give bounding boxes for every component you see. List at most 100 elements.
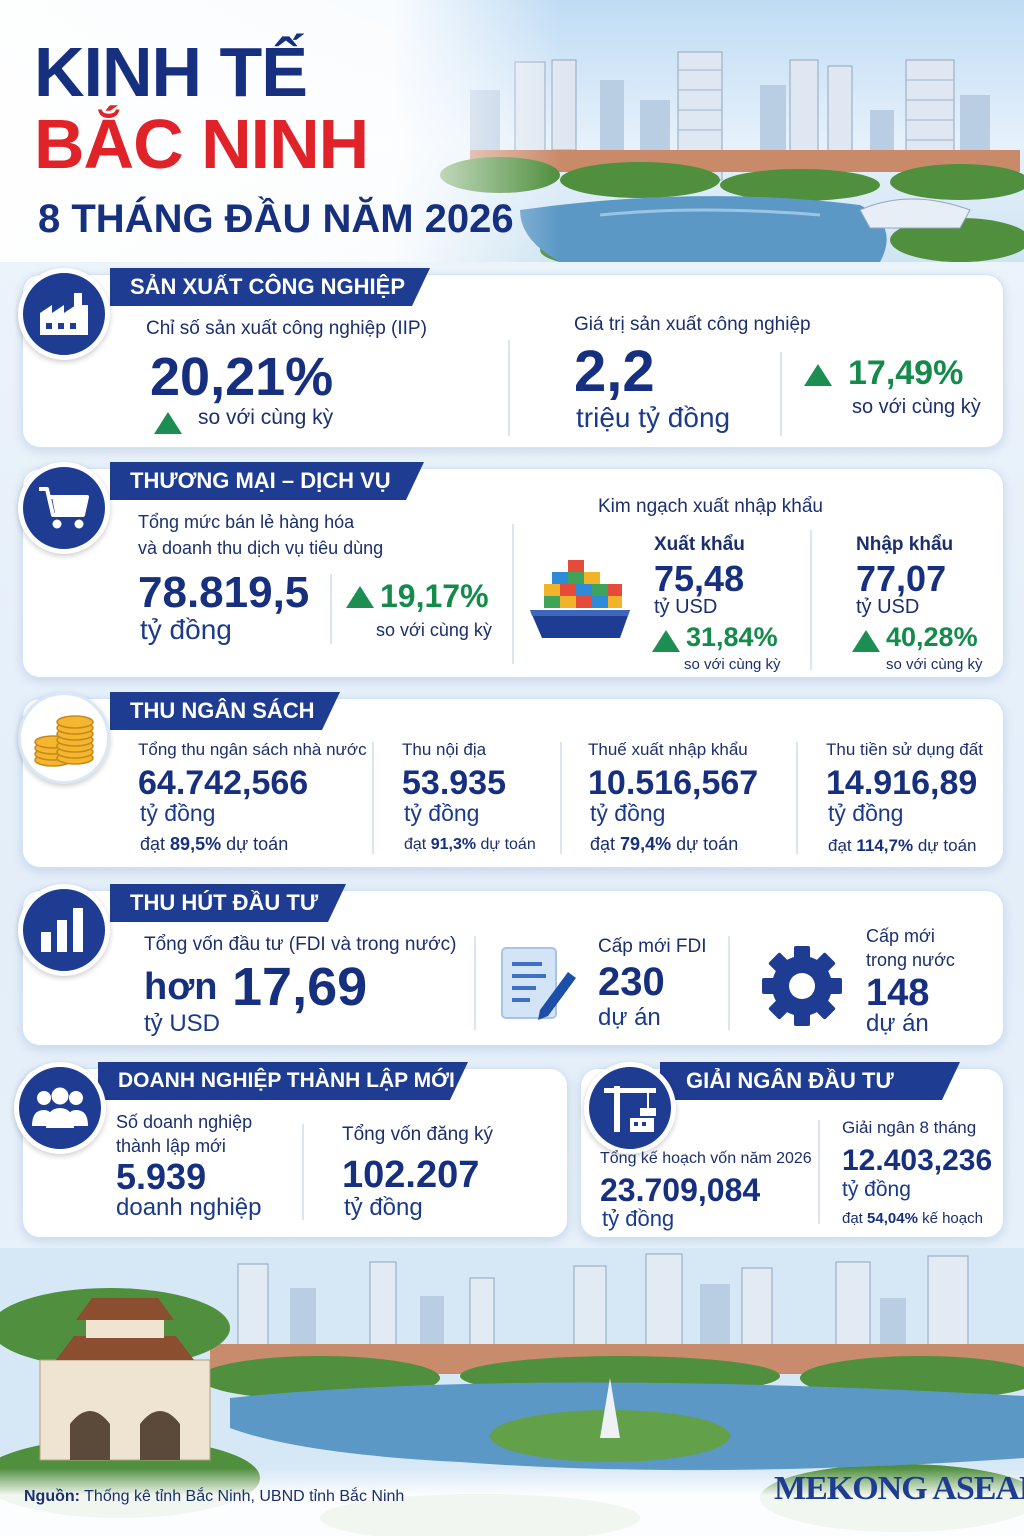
rate-prefix: đạt [828,836,852,855]
import-growth: 40,28% [886,622,978,652]
industry-growth: 17,49% [848,354,964,392]
budget-total-label: Tổng thu ngân sách nhà nước [138,740,367,759]
investment-total-value: 17,69 [232,957,368,1017]
disbursement-label: Giải ngân 8 tháng [842,1118,977,1137]
budget-icon-badge [18,692,110,784]
title-fade-overlay [0,0,560,262]
shopping-cart-icon [39,487,89,529]
rate-percent: 79,4% [620,834,672,854]
industry-value-label: Giá trị sản xuất công nghiệp [574,314,811,335]
budget-domestic-unit: tỷ đồng [404,800,480,826]
cargo-ship-icon [530,560,630,638]
disbursement-unit: tỷ đồng [842,1178,911,1201]
iip-up-arrow-icon [154,412,182,439]
investment-total-unit: tỷ USD [144,1010,221,1037]
retail-compare: so với cùng kỳ [376,620,492,640]
fdi-label: Cấp mới FDI [598,936,707,957]
retail-label-line-1: Tổng mức bán lẻ hàng hóa [138,512,355,532]
domestic-value: 148 [866,972,930,1014]
crane-icon [604,1086,656,1132]
budget-customs-unit: tỷ đồng [590,800,666,826]
retail-up-arrow-icon [346,586,374,613]
rate-suffix: kế hoạch [922,1210,983,1227]
export-value: 75,48 [654,558,745,599]
people-icon [32,1087,88,1128]
rate-prefix: đạt [140,834,166,854]
brand-logo: MEKONG ASEAN [774,1470,1024,1507]
divider [372,742,374,854]
import-value: 77,07 [856,558,947,599]
budget-customs-value: 10.516,567 [588,764,759,802]
budget-land-rate: đạt 114,7% dự toán [828,836,977,856]
bar-chart-icon [41,908,83,952]
domestic-label-line-1: Cấp mới [866,926,935,946]
public-investment-tab: GIẢI NGÂN ĐẦU TƯ CÔNG [660,1062,960,1100]
coins-icon [34,715,94,767]
plan-value: 23.709,084 [600,1172,761,1208]
export-label: Xuất khẩu [654,534,745,555]
enterprise-capital-unit: tỷ đồng [344,1194,423,1221]
industry-value: 2,2 [574,339,655,404]
iip-compare: so với cùng kỳ [198,406,334,429]
rate-suffix: dự toán [676,834,739,854]
enterprise-count-value: 5.939 [116,1156,207,1197]
import-compare: so với cùng kỳ [886,656,983,673]
budget-customs-label: Thuế xuất nhập khẩu [588,740,748,759]
footer-bar [0,1468,1024,1536]
budget-domestic-value: 53.935 [402,764,506,802]
fdi-unit: dự án [598,1004,661,1031]
enterprise-capital-value: 102.207 [342,1154,480,1196]
budget-customs-rate: đạt 79,4% dự toán [590,834,738,855]
industry-icon-badge [18,268,110,360]
industry-growth-compare: so với cùng kỳ [852,396,981,418]
retail-value: 78.819,5 [138,568,310,617]
fdi-value: 230 [598,960,665,1004]
enterprise-count-label-line-1: Số doanh nghiệp [116,1112,253,1132]
budget-domestic-rate: đạt 91,3% dự toán [404,836,536,854]
investment-icon-badge [18,884,110,976]
industry-value-unit: triệu tỷ đồng [576,402,731,433]
plan-label: Tổng kế hoạch vốn năm 2026 [600,1150,812,1167]
page-subtitle: 8 THÁNG ĐẦU NĂM 2026 [38,197,514,241]
source-note: Nguồn: Thống kê tỉnh Bắc Ninh, UBND tỉnh… [24,1488,404,1506]
rate-percent: 91,3% [430,836,477,853]
rate-suffix: dự toán [480,836,536,853]
export-unit: tỷ USD [654,596,718,618]
page-title-line-1: KINH TẾ [34,33,308,111]
divider [330,574,332,644]
rate-percent: 114,7% [856,836,914,855]
investment-tab: THU HÚT ĐẦU TƯ [110,884,346,922]
iip-value: 20,21% [150,347,334,407]
enterprise-count-unit: doanh nghiệp [116,1194,262,1221]
enterprise-count-label-line-2: thành lập mới [116,1136,226,1156]
gear-icon [762,946,842,1026]
divider [810,530,812,670]
import-label: Nhập khẩu [856,534,954,555]
divider [560,742,562,854]
disbursement-value: 12.403,236 [842,1144,993,1177]
source-text: Thống kê tỉnh Bắc Ninh, UBND tỉnh Bắc Ni… [84,1488,405,1505]
divider [302,1124,304,1220]
rate-prefix: đạt [590,834,616,854]
divider [512,524,514,664]
factory-icon [40,293,88,335]
domestic-unit: dự án [866,1010,929,1037]
enterprise-capital-label: Tổng vốn đăng ký [342,1124,494,1145]
investment-total-prefix: hơn [144,966,218,1008]
budget-total-value: 64.742,566 [138,764,309,802]
rate-suffix: dự toán [917,836,977,855]
enterprise-icon-badge [14,1062,106,1154]
divider [508,340,510,436]
rate-suffix: dự toán [226,834,289,854]
divider [796,742,798,854]
industry-up-arrow-icon [804,364,832,391]
retail-label-line-2: và doanh thu dịch vụ tiêu dùng [138,538,384,558]
page-title-line-2: BẮC NINH [34,105,369,183]
export-up-arrow-icon [652,630,680,657]
header-banner: KINH TẾ BẮC NINH 8 THÁNG ĐẦU NĂM 2026 [0,0,1024,262]
document-pen-icon [501,947,576,1020]
rate-prefix: đạt [404,836,427,853]
budget-tab: THU NGÂN SÁCH [110,692,340,730]
export-growth: 31,84% [686,622,778,652]
divider [780,352,782,436]
